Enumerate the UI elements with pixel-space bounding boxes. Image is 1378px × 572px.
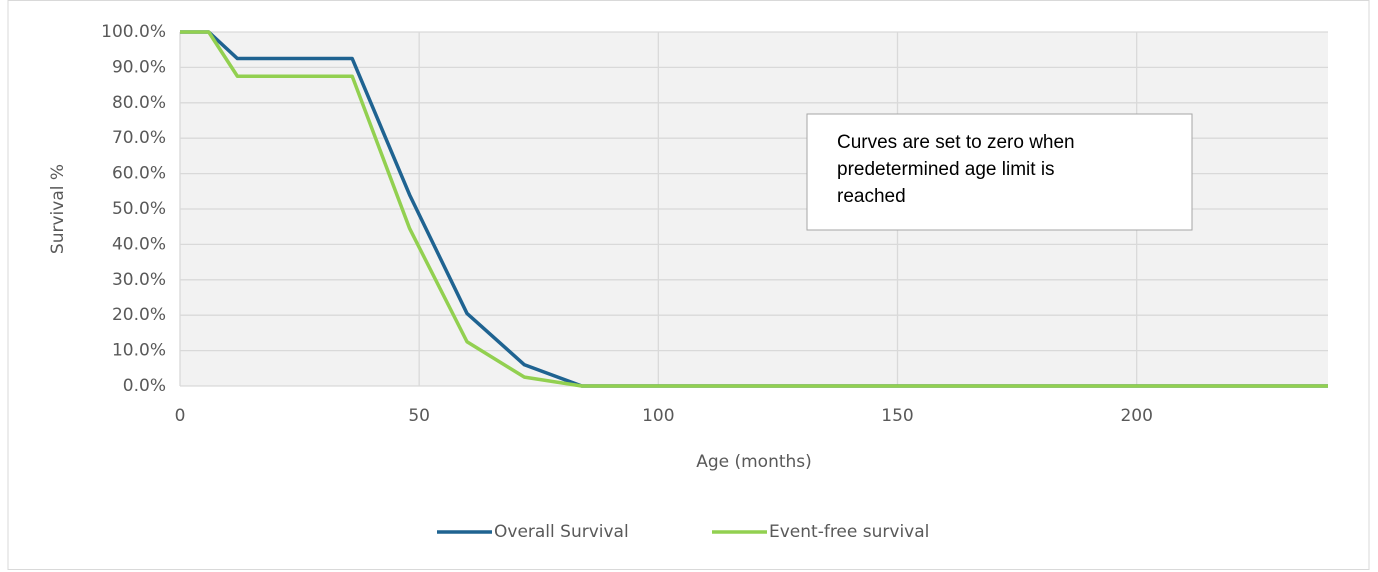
series-line [180, 30, 1328, 388]
x-tick-label: 150 [881, 406, 913, 426]
legend-label: Overall Survival [494, 522, 629, 542]
y-tick-label: 70.0% [112, 128, 166, 148]
series-line [180, 30, 1328, 388]
y-tick-label: 40.0% [112, 234, 166, 254]
x-tick-label: 0 [175, 406, 186, 426]
y-axis-label: Survival % [48, 164, 68, 254]
y-tick-label: 90.0% [112, 57, 166, 77]
y-tick-label: 60.0% [112, 164, 166, 184]
x-tick-label: 100 [642, 406, 674, 426]
annotation-text: Curves are set to zero when [837, 132, 1075, 153]
y-tick-label: 80.0% [112, 93, 166, 113]
annotation-text: predetermined age limit is [837, 159, 1055, 180]
y-tick-label: 0.0% [123, 376, 166, 396]
y-tick-label: 50.0% [112, 199, 166, 219]
y-tick-label: 30.0% [112, 270, 166, 290]
legend-label: Event-free survival [769, 522, 929, 542]
annotation-text: reached [837, 186, 906, 207]
x-tick-label: 200 [1120, 406, 1152, 426]
annotation-box [806, 113, 1193, 231]
x-axis-label: Age (months) [696, 452, 812, 472]
y-tick-label: 20.0% [112, 305, 166, 325]
y-tick-label: 10.0% [112, 341, 166, 361]
x-tick-label: 50 [408, 406, 430, 426]
y-tick-label: 100.0% [101, 22, 166, 42]
